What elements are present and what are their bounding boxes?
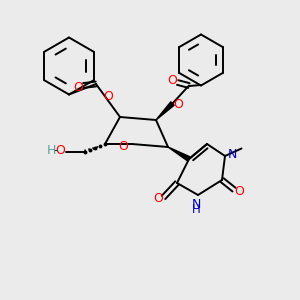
Text: O: O (153, 192, 163, 206)
Text: O: O (167, 74, 177, 88)
Text: H: H (192, 202, 201, 216)
Polygon shape (168, 147, 190, 161)
Text: O: O (119, 140, 128, 154)
Text: O: O (173, 98, 183, 112)
Text: -: - (53, 144, 58, 158)
Text: N: N (192, 197, 201, 211)
Polygon shape (156, 102, 174, 120)
Text: O: O (73, 81, 83, 94)
Text: N: N (228, 148, 237, 161)
Text: O: O (235, 184, 244, 198)
Text: H: H (47, 144, 56, 158)
Text: O: O (56, 144, 65, 158)
Text: O: O (104, 90, 113, 104)
